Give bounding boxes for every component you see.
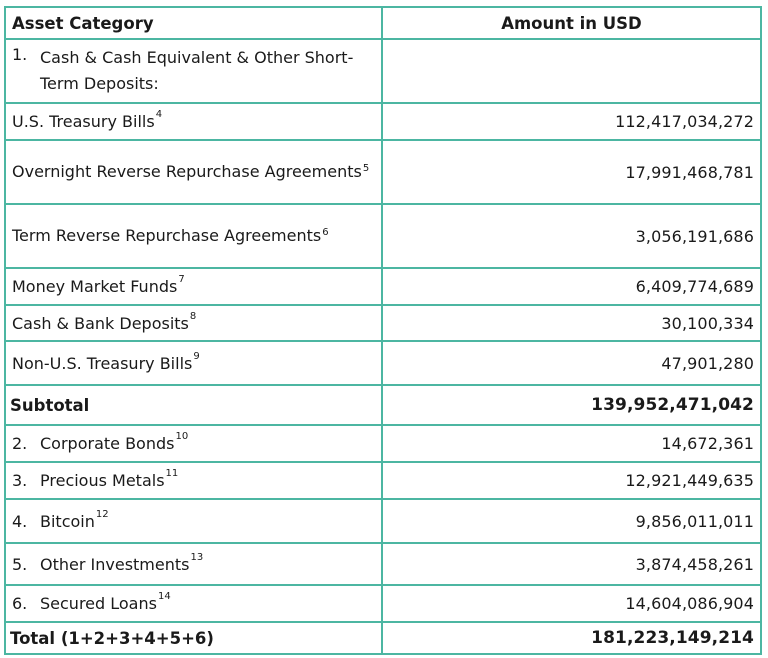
category-row: 5. Other Investments13 3,874,458,261 xyxy=(4,542,763,586)
item-label: Term Reverse Repurchase Agreements xyxy=(12,226,322,245)
category-label: Secured Loans xyxy=(40,594,157,613)
category-amount: 12,921,449,635 xyxy=(380,461,763,500)
group1-label-cell: 1. Cash & Cash Equivalent & Other Short-… xyxy=(4,38,383,104)
category-label: Other Investments xyxy=(40,554,190,574)
category-row: 3. Precious Metals11 12,921,449,635 xyxy=(4,461,763,500)
footnote-ref: 9 xyxy=(193,350,200,362)
footnote-ref: 7 xyxy=(178,274,185,285)
item-row: Overnight Reverse Repurchase Agreements5… xyxy=(4,139,763,205)
category-amount: 3,874,458,261 xyxy=(380,542,763,586)
category-number: 6. xyxy=(12,594,28,613)
subtotal-row: Subtotal 139,952,471,042 xyxy=(4,384,763,426)
item-amount: 47,901,280 xyxy=(380,340,763,386)
footnote-ref: 10 xyxy=(175,431,189,442)
category-row: 2. Corporate Bonds10 14,672,361 xyxy=(4,424,763,463)
item-label: Non-U.S. Treasury Bills xyxy=(12,353,193,373)
group1-amount xyxy=(380,38,763,104)
item-label-cell: U.S. Treasury Bills4 xyxy=(4,102,383,141)
header-asset-category: Asset Category xyxy=(4,6,383,40)
category-label: Corporate Bonds xyxy=(40,434,175,453)
item-amount: 3,056,191,686 xyxy=(380,203,763,269)
item-label: Overnight Reverse Repurchase Agreements xyxy=(12,162,362,181)
footnote-ref: 8 xyxy=(189,310,197,322)
group1-number: 1. xyxy=(12,45,28,64)
category-amount: 14,672,361 xyxy=(380,424,763,463)
category-label: Bitcoin xyxy=(40,511,95,531)
subtotal-amount: 139,952,471,042 xyxy=(380,384,763,426)
item-label-cell: Cash & Bank Deposits8 xyxy=(4,304,383,342)
item-row: Cash & Bank Deposits8 30,100,334 xyxy=(4,304,763,342)
footnote-ref: 13 xyxy=(190,551,204,563)
category-label: Precious Metals xyxy=(40,471,165,490)
item-row: Term Reverse Repurchase Agreements6 3,05… xyxy=(4,203,763,269)
category-label-cell: 3. Precious Metals11 xyxy=(4,461,383,500)
category-number: 5. xyxy=(12,554,28,574)
item-amount: 30,100,334 xyxy=(380,304,763,342)
item-label: U.S. Treasury Bills xyxy=(12,112,155,131)
item-label: Money Market Funds xyxy=(12,277,178,296)
category-number: 3. xyxy=(12,471,28,490)
category-label-cell: 4. Bitcoin12 xyxy=(4,498,383,544)
subtotal-label: Subtotal xyxy=(4,384,383,426)
item-row: Non-U.S. Treasury Bills9 47,901,280 xyxy=(4,340,763,386)
group1-row: 1. Cash & Cash Equivalent & Other Short-… xyxy=(4,38,763,104)
item-amount: 17,991,468,781 xyxy=(380,139,763,205)
item-amount: 6,409,774,689 xyxy=(380,267,763,306)
item-label-cell: Overnight Reverse Repurchase Agreements5 xyxy=(4,139,383,205)
category-label-cell: 6. Secured Loans14 xyxy=(4,584,383,623)
footnote-ref: 6 xyxy=(322,227,329,238)
item-label-cell: Non-U.S. Treasury Bills9 xyxy=(4,340,383,386)
category-label-cell: 5. Other Investments13 xyxy=(4,542,383,586)
footnote-ref: 12 xyxy=(95,508,109,520)
footnote-ref: 14 xyxy=(157,591,171,602)
item-label-cell: Term Reverse Repurchase Agreements6 xyxy=(4,203,383,269)
item-amount: 112,417,034,272 xyxy=(380,102,763,141)
item-row: Money Market Funds7 6,409,774,689 xyxy=(4,267,763,306)
header-row: Asset Category Amount in USD xyxy=(4,6,763,40)
header-amount: Amount in USD xyxy=(380,6,763,40)
total-label: Total (1+2+3+4+5+6) xyxy=(4,621,383,655)
category-row: 6. Secured Loans14 14,604,086,904 xyxy=(4,584,763,623)
item-row: U.S. Treasury Bills4 112,417,034,272 xyxy=(4,102,763,141)
category-row: 4. Bitcoin12 9,856,011,011 xyxy=(4,498,763,544)
footnote-ref: 5 xyxy=(362,163,370,174)
footnote-ref: 11 xyxy=(165,468,179,479)
item-label: Cash & Bank Deposits xyxy=(12,313,189,333)
group1-label: Cash & Cash Equivalent & Other Short-Ter… xyxy=(40,48,354,93)
asset-table: Asset Category Amount in USD 1. Cash & C… xyxy=(4,6,763,655)
category-number: 4. xyxy=(12,511,28,531)
total-row: Total (1+2+3+4+5+6) 181,223,149,214 xyxy=(4,621,763,655)
category-amount: 14,604,086,904 xyxy=(380,584,763,623)
category-amount: 9,856,011,011 xyxy=(380,498,763,544)
category-label-cell: 2. Corporate Bonds10 xyxy=(4,424,383,463)
item-label-cell: Money Market Funds7 xyxy=(4,267,383,306)
category-number: 2. xyxy=(12,434,28,453)
total-amount: 181,223,149,214 xyxy=(380,621,763,655)
footnote-ref: 4 xyxy=(155,109,163,120)
